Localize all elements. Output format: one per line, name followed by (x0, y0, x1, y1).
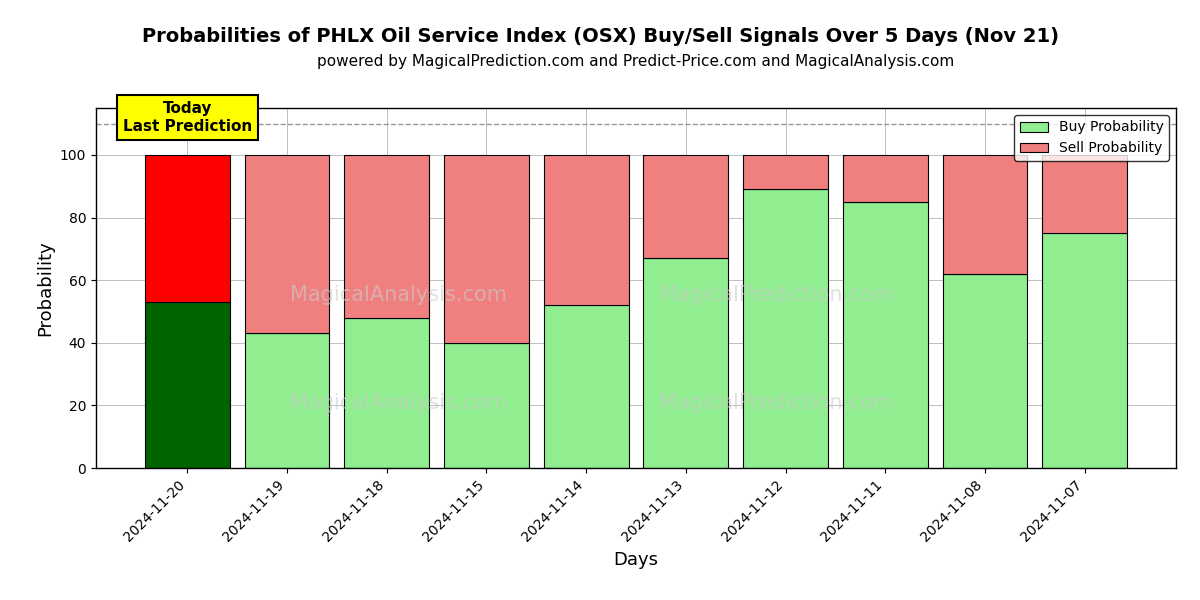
Text: Today
Last Prediction: Today Last Prediction (122, 101, 252, 134)
Bar (942, 274, 1027, 468)
Bar (942, 155, 1027, 274)
Bar (842, 155, 928, 202)
Bar (544, 305, 629, 468)
Bar (344, 155, 430, 318)
Title: powered by MagicalPrediction.com and Predict-Price.com and MagicalAnalysis.com: powered by MagicalPrediction.com and Pre… (317, 55, 955, 70)
Legend: Buy Probability, Sell Probability: Buy Probability, Sell Probability (1014, 115, 1169, 161)
Bar (444, 343, 529, 468)
Bar (743, 190, 828, 468)
Bar (245, 155, 330, 334)
Bar (643, 258, 728, 468)
Bar (1042, 155, 1127, 233)
Bar (643, 155, 728, 258)
Text: MagicalAnalysis.com: MagicalAnalysis.com (290, 285, 506, 305)
X-axis label: Days: Days (613, 551, 659, 569)
Bar (1042, 233, 1127, 468)
Text: MagicalPrediction.com: MagicalPrediction.com (659, 285, 894, 305)
Text: Probabilities of PHLX Oil Service Index (OSX) Buy/Sell Signals Over 5 Days (Nov : Probabilities of PHLX Oil Service Index … (142, 27, 1058, 46)
Bar (145, 155, 230, 302)
Bar (444, 155, 529, 343)
Y-axis label: Probability: Probability (36, 240, 54, 336)
Bar (245, 334, 330, 468)
Text: MagicalAnalysis.com: MagicalAnalysis.com (290, 393, 506, 413)
Bar (842, 202, 928, 468)
Bar (145, 302, 230, 468)
Bar (743, 155, 828, 190)
Bar (344, 318, 430, 468)
Bar (544, 155, 629, 305)
Text: MagicalPrediction.com: MagicalPrediction.com (659, 393, 894, 413)
